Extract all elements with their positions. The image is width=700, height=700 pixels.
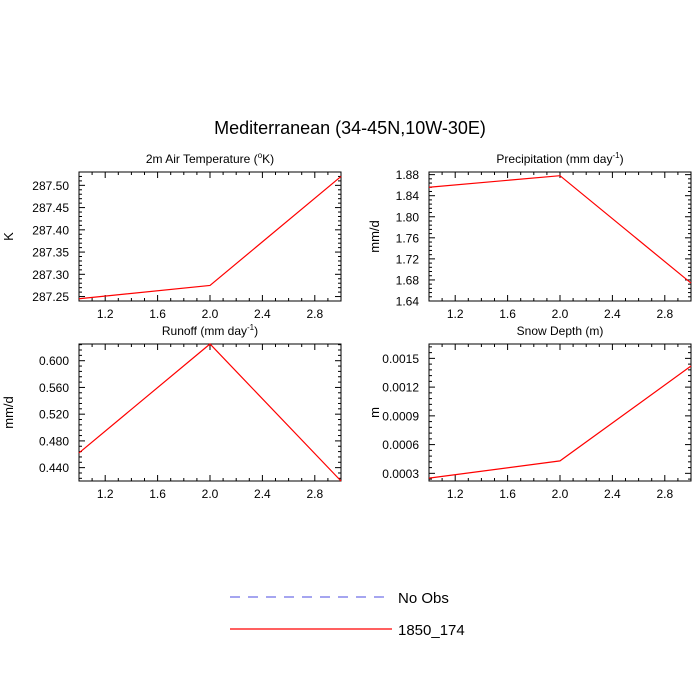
panel-title: 2m Air Temperature (oK)	[146, 151, 274, 166]
x-tick-label: 2.4	[604, 487, 621, 501]
y-tick-label: 1.68	[396, 273, 420, 287]
x-tick-label: 2.8	[656, 307, 673, 321]
plot-frame	[78, 171, 342, 302]
y-tick-label: 1.84	[396, 189, 420, 203]
y-tick-label: 0.480	[39, 434, 69, 448]
y-tick-label: 0.560	[39, 381, 69, 395]
y-axis-label: K	[1, 232, 16, 241]
y-tick-label: 287.45	[32, 201, 69, 215]
legend-label-2: 1850_174	[398, 622, 465, 639]
chart-panel-4: 1.2 1.6 2.0 2.4 2.8 0.0003 0.0006 0.0009 0.0012 0…	[367, 324, 692, 501]
x-tick-label: 2.0	[552, 307, 569, 321]
y-tick-label: 0.600	[39, 354, 69, 368]
plot-frame	[78, 343, 342, 482]
y-tick-label: 0.0012	[382, 381, 419, 395]
panel-title: Snow Depth (m)	[517, 324, 604, 338]
y-tick-label: 1.80	[396, 210, 420, 224]
x-tick-label: 2.8	[306, 307, 323, 321]
x-tick-label: 1.6	[149, 487, 166, 501]
y-axis-label: mm/d	[367, 220, 382, 253]
series-line	[428, 365, 692, 479]
series-line	[428, 175, 692, 284]
x-tick-label: 2.4	[254, 307, 271, 321]
plot-frame	[428, 171, 692, 302]
y-tick-label: 287.30	[32, 268, 69, 282]
x-tick-label: 1.2	[447, 487, 464, 501]
x-tick-label: 2.8	[306, 487, 323, 501]
x-tick-label: 2.0	[202, 307, 219, 321]
figure-title: Mediterranean (34-45N,10W-30E)	[214, 118, 486, 138]
x-tick-label: 2.0	[202, 487, 219, 501]
panel-title: Precipitation (mm day-1)	[496, 151, 623, 166]
x-tick-label: 2.0	[552, 487, 569, 501]
panel-title: Runoff (mm day-1)	[162, 323, 258, 338]
chart-panel-3: 1.2 1.6 2.0 2.4 2.8 0.440 0.480 0.520 0.560 0.600…	[1, 323, 342, 501]
y-axis-label: m	[367, 407, 382, 418]
legend-label-1: No Obs	[398, 590, 449, 607]
x-tick-label: 2.8	[656, 487, 673, 501]
panels: 1.2 1.6 2.0 2.4 2.8 287.25 287.30 287.35 287.40 2…	[1, 151, 692, 501]
x-tick-label: 1.6	[499, 487, 516, 501]
y-tick-label: 0.0009	[382, 409, 419, 423]
y-tick-label: 0.440	[39, 461, 69, 475]
chart-panel-2: 1.2 1.6 2.0 2.4 2.8 1.64 1.68 1.72 1.76 1.80 1.84 1…	[367, 151, 692, 321]
y-tick-label: 0.0006	[382, 438, 419, 452]
chart-panel-1: 1.2 1.6 2.0 2.4 2.8 287.25 287.30 287.35 287.40 2…	[1, 151, 342, 321]
y-tick-label: 287.35	[32, 246, 69, 260]
y-axis-label: mm/d	[1, 396, 16, 429]
y-tick-label: 287.40	[32, 223, 69, 237]
x-tick-label: 1.2	[97, 307, 114, 321]
y-tick-label: 0.0003	[382, 467, 419, 481]
series-line	[78, 175, 342, 300]
series-line	[78, 343, 342, 482]
y-tick-label: 1.76	[396, 231, 420, 245]
legend: No Obs 1850_174	[230, 590, 465, 639]
x-tick-label: 1.6	[149, 307, 166, 321]
x-tick-label: 2.4	[604, 307, 621, 321]
x-tick-label: 1.2	[447, 307, 464, 321]
x-tick-label: 1.6	[499, 307, 516, 321]
y-tick-label: 1.72	[396, 252, 420, 266]
y-tick-label: 287.25	[32, 290, 69, 304]
x-tick-label: 2.4	[254, 487, 271, 501]
y-tick-label: 1.64	[396, 295, 420, 309]
y-tick-label: 287.50	[32, 179, 69, 193]
y-tick-label: 0.520	[39, 408, 69, 422]
y-tick-label: 0.0015	[382, 352, 419, 366]
y-tick-label: 1.88	[396, 168, 420, 182]
x-tick-label: 1.2	[97, 487, 114, 501]
